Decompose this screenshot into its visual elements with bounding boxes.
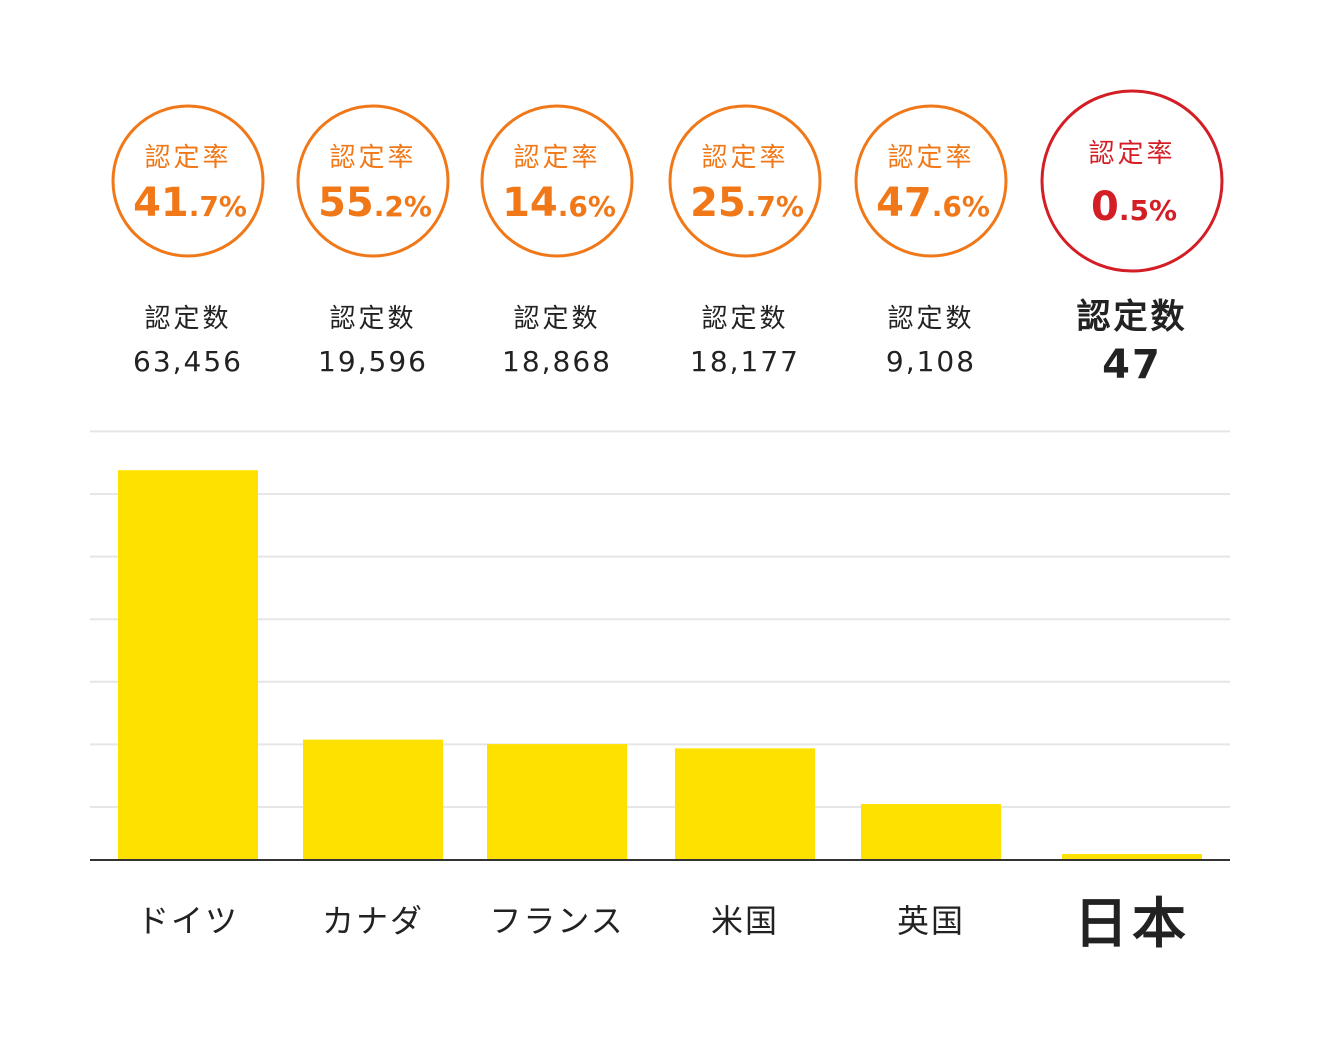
rate-value: 14.6% xyxy=(502,180,616,226)
count-label: 認定数 xyxy=(144,304,231,334)
category-label: フランス xyxy=(489,902,624,940)
rate-value: 47.6% xyxy=(876,180,990,226)
rate-circle-2: 認定率 55.2% xyxy=(296,104,450,258)
rate-circle-ring xyxy=(854,104,1008,258)
count-value: 18,868 xyxy=(502,345,612,378)
count-value: 63,456 xyxy=(133,345,243,378)
rate-circle-ring xyxy=(668,104,822,258)
rate-int: 55 xyxy=(318,180,374,226)
rate-label: 認定率 xyxy=(887,143,974,173)
rate-int: 41 xyxy=(133,180,189,226)
count-label: 認定数 xyxy=(513,304,600,334)
rate-int: 25 xyxy=(690,180,746,226)
count-value: 19,596 xyxy=(318,345,428,378)
rate-circle-ring xyxy=(111,104,265,258)
rate-dec: .7% xyxy=(189,190,247,223)
rate-circle-5: 認定率 47.6% xyxy=(854,104,1008,258)
category-label: 英国 xyxy=(897,902,965,940)
count-value: 9,108 xyxy=(886,345,976,378)
rate-int: 0 xyxy=(1091,184,1119,230)
bar-5 xyxy=(861,804,1001,860)
count-label: 認定数 xyxy=(329,304,416,334)
rate-label: 認定率 xyxy=(329,143,416,173)
rate-label: 認定率 xyxy=(701,143,788,173)
rate-dec: .5% xyxy=(1119,194,1177,227)
rate-value: 55.2% xyxy=(318,180,432,226)
rate-circles: 認定率41.7%認定率55.2%認定率14.6%認定率25.7%認定率47.6%… xyxy=(111,89,1224,273)
bar-3 xyxy=(487,744,627,860)
rate-label: 認定率 xyxy=(513,143,600,173)
rate-circle-3: 認定率 14.6% xyxy=(480,104,634,258)
count-labels: 認定数 63,456 認定数 19,596 認定数 18,868 認定数 18,177 認定数 9… xyxy=(133,297,1188,388)
category-label: 米国 xyxy=(711,902,779,940)
rate-circle-4: 認定率 25.7% xyxy=(668,104,822,258)
rate-label: 認定率 xyxy=(144,143,231,173)
bars xyxy=(118,470,1202,860)
category-label: カナダ xyxy=(322,902,424,940)
count-value: 47 xyxy=(1102,342,1162,388)
rate-circle-6: 認定率 0.5% xyxy=(1040,89,1224,273)
rate-dec: .7% xyxy=(746,190,804,223)
rate-int: 14 xyxy=(502,180,558,226)
count-value: 18,177 xyxy=(690,345,800,378)
rate-dec: .6% xyxy=(932,190,990,223)
bar-6 xyxy=(1062,854,1202,860)
rate-circle-ring xyxy=(1040,89,1224,273)
gridlines xyxy=(90,430,1230,808)
rate-circle-1: 認定率 41.7% xyxy=(111,104,265,258)
bar-4 xyxy=(675,748,815,860)
category-labels: ドイツ カナダ フランス 米国 英国 日本 xyxy=(137,892,1190,955)
category-label: 日本 xyxy=(1074,892,1190,955)
rate-dec: .6% xyxy=(558,190,616,223)
rate-value: 41.7% xyxy=(133,180,247,226)
rate-dec: .2% xyxy=(374,190,432,223)
rate-circle-ring xyxy=(296,104,450,258)
rate-int: 47 xyxy=(876,180,932,226)
rate-label: 認定率 xyxy=(1088,139,1175,169)
category-label: ドイツ xyxy=(137,902,239,940)
rate-circle-ring xyxy=(480,104,634,258)
bar-1 xyxy=(118,470,258,860)
bar-2 xyxy=(303,739,443,860)
count-label: 認定数 xyxy=(887,304,974,334)
rate-value: 25.7% xyxy=(690,180,804,226)
count-label: 認定数 xyxy=(701,304,788,334)
count-label: 認定数 xyxy=(1077,297,1188,337)
rate-value: 0.5% xyxy=(1091,184,1177,230)
